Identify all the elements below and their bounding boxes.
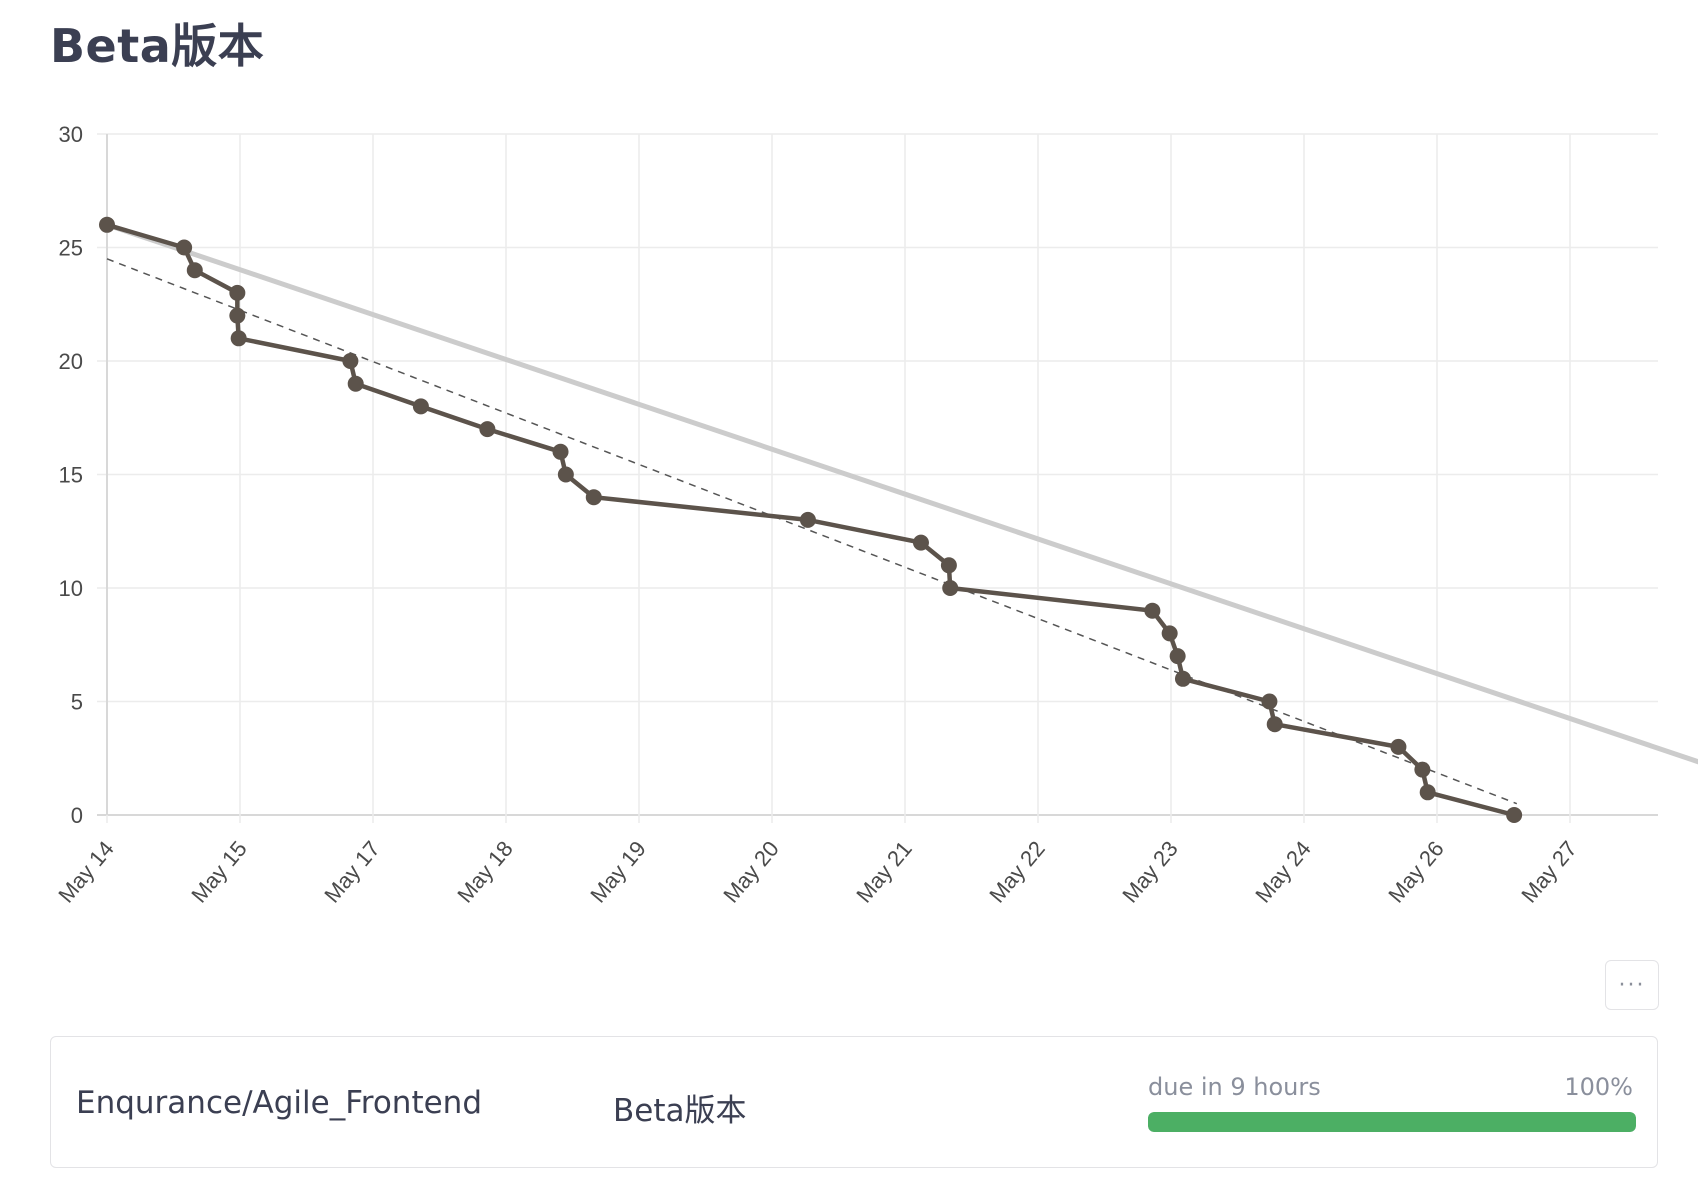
x-tick-label: May 22 [984, 836, 1050, 907]
data-point [229, 284, 246, 301]
data-point [1169, 648, 1186, 665]
milestone-name[interactable]: Beta版本 [613, 1093, 747, 1129]
progress-percent: 100% [1564, 1073, 1633, 1101]
data-point [1506, 807, 1523, 823]
y-tick-label: 20 [59, 349, 83, 374]
data-point [186, 262, 203, 279]
data-point [342, 353, 359, 369]
x-tick-label: May 19 [585, 836, 651, 907]
data-point [552, 443, 569, 460]
data-point [1261, 693, 1278, 710]
data-point [1266, 716, 1283, 733]
data-point [1419, 784, 1436, 801]
data-point [585, 489, 602, 506]
data-point [347, 375, 364, 392]
data-point [1161, 625, 1178, 642]
x-tick-label: May 20 [718, 836, 784, 907]
progress-bar-fill [1148, 1112, 1636, 1132]
x-tick-label: May 18 [452, 836, 518, 907]
data-point [799, 511, 816, 528]
x-tick-label: May 23 [1117, 836, 1183, 907]
data-point [412, 398, 429, 415]
x-tick-label: May 14 [53, 836, 119, 907]
y-tick-label: 30 [59, 122, 83, 147]
y-tick-label: 15 [59, 463, 83, 488]
due-label: due in 9 hours [1148, 1073, 1321, 1101]
x-tick-label: May 15 [186, 836, 252, 907]
y-tick-label: 5 [71, 690, 83, 715]
data-point [942, 580, 959, 596]
x-tick-label: May 27 [1516, 836, 1582, 907]
data-point [1414, 761, 1431, 778]
trend-line [106, 258, 1518, 805]
x-tick-label: May 21 [851, 836, 917, 907]
x-tick-label: May 24 [1250, 836, 1316, 907]
x-tick-label: May 17 [319, 836, 385, 907]
y-tick-label: 0 [71, 803, 83, 828]
data-point [230, 330, 247, 347]
data-point [940, 557, 957, 574]
data-point [176, 239, 193, 256]
data-point [1144, 602, 1161, 619]
data-point [557, 466, 574, 483]
x-tick-label: May 26 [1383, 836, 1449, 907]
page-title: Beta版本 [50, 19, 265, 73]
data-point [1390, 738, 1407, 755]
burndown-chart: 0 5 10 15 20 25 30 May 14 May 15 May 17 May 18 May … [53, 122, 1698, 907]
data-point [229, 307, 246, 324]
data-point [479, 421, 496, 438]
ideal-line [106, 222, 1698, 765]
data-point [1174, 670, 1191, 687]
milestone-card[interactable]: Enqurance/Agile_Frontend Beta版本 due in 9… [50, 1036, 1658, 1168]
more-options-button[interactable]: ··· [1605, 960, 1659, 1010]
progress-bar [1148, 1112, 1636, 1132]
y-tick-label: 10 [59, 576, 83, 601]
data-point [99, 216, 115, 233]
repo-name[interactable]: Enqurance/Agile_Frontend [76, 1085, 482, 1121]
y-tick-label: 25 [59, 236, 83, 261]
data-point [912, 534, 929, 551]
